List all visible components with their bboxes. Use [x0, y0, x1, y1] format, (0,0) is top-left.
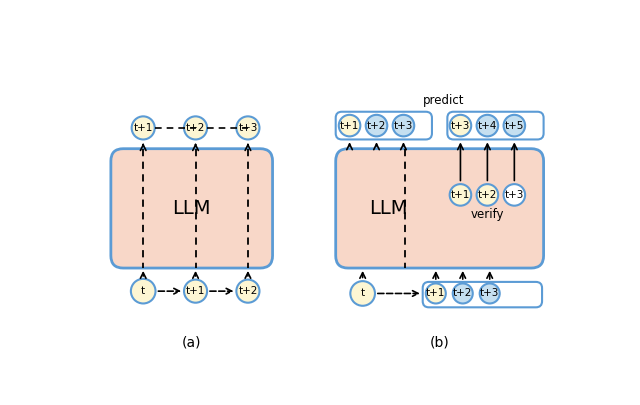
Text: t+3: t+3 [505, 190, 524, 200]
Text: t+1: t+1 [134, 123, 153, 133]
Text: t+1: t+1 [451, 190, 470, 200]
Circle shape [236, 116, 259, 139]
Circle shape [132, 116, 155, 139]
FancyBboxPatch shape [422, 282, 542, 307]
Circle shape [393, 115, 414, 136]
Text: t+3: t+3 [480, 288, 499, 298]
Text: t+2: t+2 [367, 121, 386, 130]
Circle shape [477, 115, 498, 136]
FancyBboxPatch shape [447, 112, 543, 139]
Text: t+1: t+1 [186, 286, 205, 296]
Circle shape [236, 279, 259, 303]
Text: (b): (b) [430, 336, 449, 350]
Circle shape [426, 284, 446, 303]
Text: LLM: LLM [172, 199, 211, 218]
Text: t+3: t+3 [451, 121, 470, 130]
Text: t+2: t+2 [477, 190, 497, 200]
Circle shape [504, 115, 525, 136]
Text: t+2: t+2 [238, 286, 258, 296]
Text: verify: verify [470, 208, 504, 221]
Circle shape [450, 184, 471, 206]
Text: t+4: t+4 [477, 121, 497, 130]
Text: LLM: LLM [369, 199, 407, 218]
Circle shape [480, 284, 500, 303]
Circle shape [450, 115, 471, 136]
Text: t+2: t+2 [453, 288, 472, 298]
Text: (a): (a) [182, 336, 202, 350]
FancyBboxPatch shape [336, 149, 543, 268]
Circle shape [184, 116, 207, 139]
Text: predict: predict [423, 94, 464, 107]
Circle shape [504, 184, 525, 206]
Circle shape [477, 184, 498, 206]
Circle shape [131, 279, 156, 303]
Circle shape [350, 281, 375, 306]
Text: t: t [141, 286, 145, 296]
Text: t+3: t+3 [394, 121, 413, 130]
Text: t+2: t+2 [186, 123, 205, 133]
Circle shape [184, 279, 207, 303]
Circle shape [365, 115, 387, 136]
Text: t+1: t+1 [426, 288, 445, 298]
Text: t+3: t+3 [238, 123, 258, 133]
Circle shape [339, 115, 360, 136]
Circle shape [452, 284, 473, 303]
Text: t+1: t+1 [340, 121, 359, 130]
FancyBboxPatch shape [111, 149, 273, 268]
Text: t: t [360, 288, 365, 298]
FancyBboxPatch shape [336, 112, 432, 139]
Text: t+5: t+5 [505, 121, 524, 130]
